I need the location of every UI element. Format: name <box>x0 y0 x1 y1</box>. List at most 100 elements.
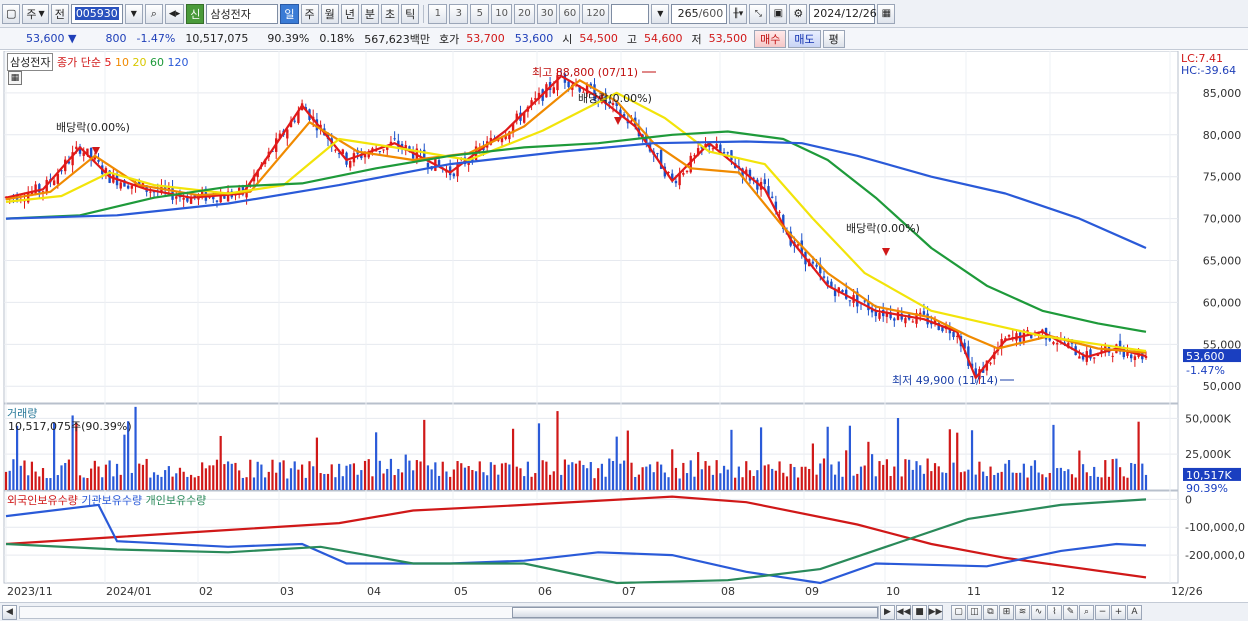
candle-body <box>863 300 866 302</box>
volume-bar <box>767 464 770 490</box>
sell-button[interactable]: 매도 <box>788 29 821 48</box>
candle-body <box>900 313 903 320</box>
volume-bar <box>578 460 581 490</box>
tab-second[interactable]: 초 <box>381 3 400 24</box>
overlay-icon[interactable]: ⧉ <box>983 604 998 620</box>
volume-bar <box>152 472 156 490</box>
gear-icon[interactable]: ⚙ <box>789 3 808 24</box>
volume-bar <box>682 462 685 490</box>
volume-bar <box>45 478 48 490</box>
buy-button[interactable]: 매수 <box>754 29 787 48</box>
volume-bar <box>382 473 385 490</box>
draw-tool-icon[interactable]: ⤡ <box>749 3 768 24</box>
volume-bar <box>796 477 800 490</box>
stock-code-input[interactable]: 005930 <box>70 3 123 24</box>
code-dropdown-button[interactable]: ▼ <box>124 3 143 24</box>
zoom-in-icon[interactable]: + <box>1111 604 1126 620</box>
save-icon[interactable]: ▣ <box>769 3 788 24</box>
tab-year[interactable]: 년 <box>340 3 359 24</box>
volume-bar <box>548 474 552 490</box>
date-field[interactable]: 2024/12/26 <box>809 3 877 24</box>
scroll-thumb[interactable] <box>512 606 878 618</box>
candle-body <box>437 160 441 166</box>
interval-10[interactable]: 10 <box>491 3 512 24</box>
prev-button[interactable]: 전 <box>50 3 69 24</box>
volume-bar <box>467 466 470 490</box>
volume-bar <box>963 471 966 490</box>
candle-body <box>715 143 718 149</box>
volume-bar <box>822 458 826 490</box>
candle-body <box>104 168 108 173</box>
volume-bar <box>523 476 526 490</box>
window-icon[interactable]: ▢ <box>2 3 21 24</box>
candle-type-icon[interactable]: ╫▾ <box>729 3 748 24</box>
draw-icon[interactable]: ✎ <box>1063 604 1078 620</box>
volume-bar <box>393 475 396 490</box>
indicator-icon[interactable]: ⊞ <box>999 604 1014 620</box>
candle-body <box>833 288 837 297</box>
volume-tag-box <box>1183 467 1241 481</box>
candle-body <box>811 261 815 264</box>
rewind-icon[interactable]: ◀◀ <box>896 604 911 620</box>
chart-area[interactable]: 85,000 80,000 75,000 70,000 65,000 60,000 55,0… <box>0 51 1248 602</box>
period-select[interactable]: 주 ▼ <box>22 3 49 24</box>
fast-forward-icon[interactable]: ▶▶ <box>928 604 943 620</box>
interval-20[interactable]: 20 <box>514 3 535 24</box>
layout-icon[interactable]: ▢ <box>951 604 966 620</box>
speaker-icon[interactable]: ◀▸ <box>164 3 185 24</box>
scroll-left-icon[interactable]: ◀ <box>2 604 17 620</box>
interval-3[interactable]: 3 <box>449 3 469 24</box>
volume-bar <box>64 462 67 490</box>
calendar-icon[interactable]: ▦ <box>877 3 896 24</box>
trend-icon[interactable]: ∿ <box>1031 604 1046 620</box>
volume-bar <box>719 473 722 490</box>
custom-interval-input[interactable] <box>611 3 650 24</box>
eval-button[interactable]: 평 <box>822 29 845 48</box>
candle-body <box>319 124 322 128</box>
tab-minute[interactable]: 분 <box>360 3 380 24</box>
interval-5[interactable]: 5 <box>470 3 490 24</box>
ma-60-line <box>5 130 1147 333</box>
volume-bar <box>434 462 437 490</box>
font-size-icon[interactable]: A <box>1127 604 1142 620</box>
volume-bar <box>1126 477 1129 490</box>
table-icon[interactable]: ▦ <box>8 71 22 85</box>
candle-body <box>896 311 900 320</box>
split-icon[interactable]: ◫ <box>967 604 982 620</box>
volume-bar <box>759 427 763 490</box>
volume-bar <box>1011 472 1014 490</box>
search-icon[interactable]: ⌕ <box>144 3 163 24</box>
chart-canvas[interactable]: 85,000 80,000 75,000 70,000 65,000 60,000 55,0… <box>0 51 1248 602</box>
zoom-out-icon[interactable]: − <box>1095 604 1110 620</box>
volume-bar <box>645 466 648 490</box>
magnifier-icon[interactable]: ⌕ <box>1079 604 1094 620</box>
interval-60[interactable]: 60 <box>559 3 581 24</box>
candle-body <box>748 169 752 181</box>
candle-body <box>1055 343 1059 345</box>
stock-name-box[interactable]: 삼성전자 <box>7 53 54 71</box>
compare-icon[interactable]: ≋ <box>1015 604 1030 620</box>
volume-bar <box>441 461 444 490</box>
interval-120[interactable]: 120 <box>582 3 610 24</box>
tab-tick[interactable]: 틱 <box>401 3 420 24</box>
candle-body <box>619 109 622 117</box>
volume-bar <box>500 463 504 490</box>
scroll-track[interactable] <box>19 605 879 619</box>
interval-30[interactable]: 30 <box>536 3 558 24</box>
stop-icon[interactable]: ■ <box>912 604 927 620</box>
volume-bar <box>323 474 326 490</box>
candle-body <box>386 145 389 150</box>
interval-dropdown-button[interactable]: ▼ <box>651 3 670 24</box>
candle-body <box>67 161 71 164</box>
tab-month[interactable]: 월 <box>320 3 339 24</box>
candle-body <box>1122 348 1125 358</box>
tab-week[interactable]: 주 <box>300 3 319 24</box>
tab-day[interactable]: 일 <box>280 3 299 24</box>
interval-1[interactable]: 1 <box>428 3 448 24</box>
hc-label: HC:-39.64 <box>1181 64 1237 77</box>
count-field[interactable]: 265/600 <box>671 3 728 24</box>
holdings-panel-frame <box>3 490 1179 584</box>
candle-body <box>38 184 41 193</box>
scroll-right-icon[interactable]: ▶ <box>880 604 895 620</box>
fibonacci-icon[interactable]: ⌇ <box>1047 604 1062 620</box>
